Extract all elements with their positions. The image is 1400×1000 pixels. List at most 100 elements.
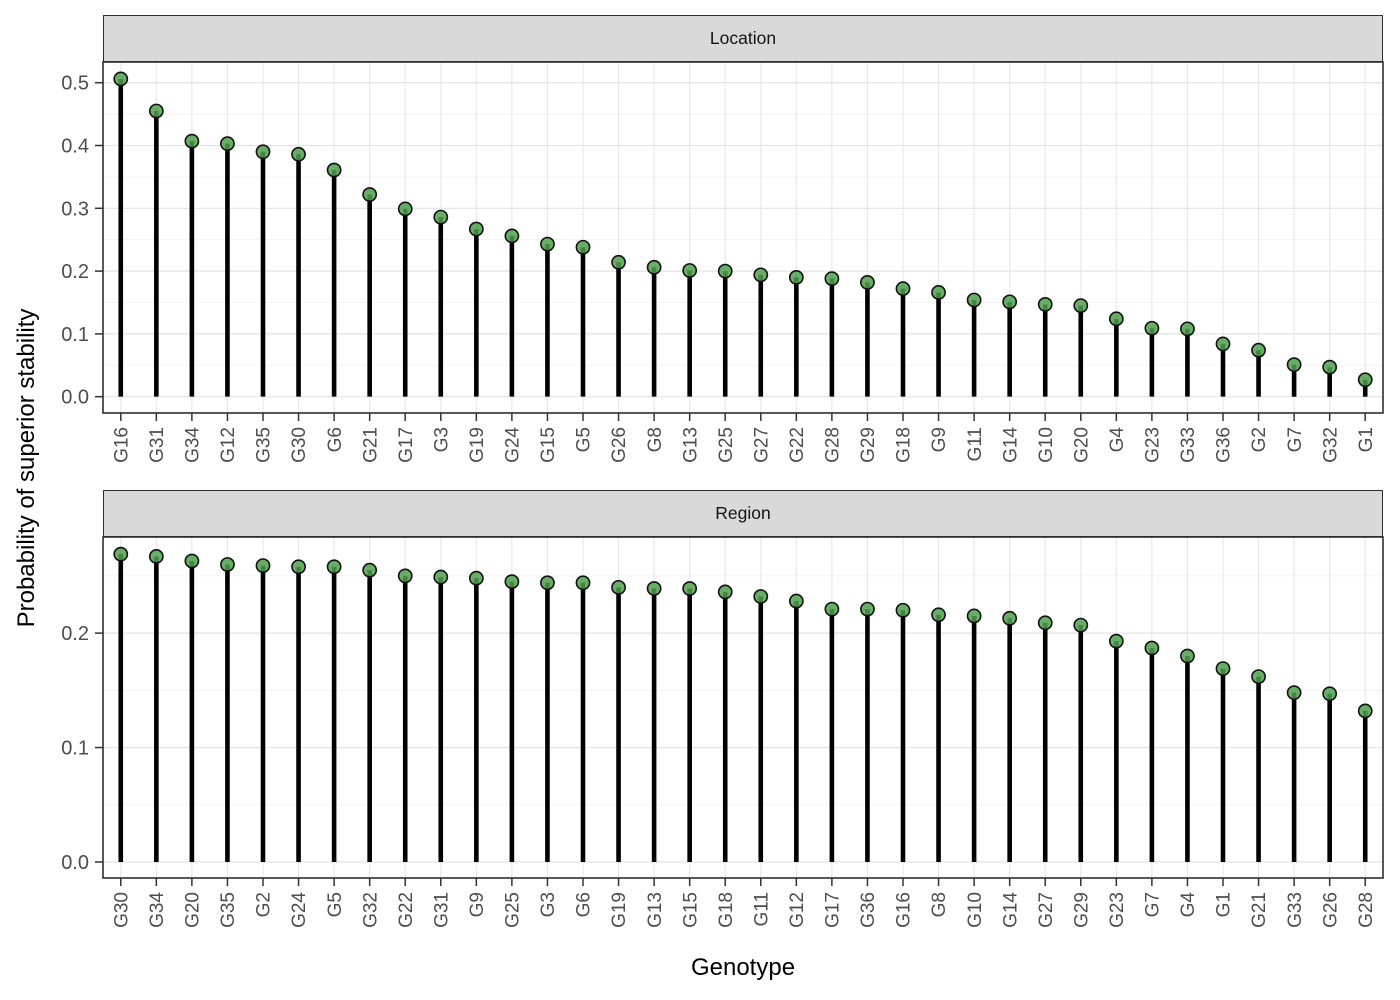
point-marker — [1251, 669, 1266, 685]
x-tick-label: G33 — [1285, 892, 1306, 928]
point-marker — [966, 292, 982, 308]
point-marker — [1073, 298, 1089, 314]
panel-border — [102, 536, 1384, 879]
y-tick-label: 0.1 — [61, 738, 89, 760]
point-marker — [575, 239, 591, 255]
x-tick-label: G7 — [1143, 892, 1164, 917]
x-tick-label: G14 — [1000, 892, 1021, 928]
point-marker — [1108, 633, 1124, 649]
x-tick-label: G32 — [360, 892, 381, 928]
x-tick-label: G8 — [929, 892, 950, 917]
point-marker — [540, 236, 555, 252]
x-tick-label: G13 — [680, 427, 701, 463]
x-tick-label: G21 — [360, 427, 381, 463]
x-tick-label: G35 — [218, 892, 239, 928]
point-marker — [1002, 610, 1018, 626]
x-tick-label: G18 — [716, 892, 737, 928]
point-marker — [291, 146, 306, 162]
y-tick-label: 0.5 — [61, 73, 89, 95]
point-marker — [1322, 359, 1338, 375]
point-marker — [1144, 640, 1160, 656]
point-marker — [540, 575, 555, 591]
x-tick-label: G22 — [396, 892, 417, 928]
x-tick-label: G25 — [716, 427, 737, 463]
y-axis-title: Probability of superior stability — [13, 308, 40, 628]
x-tick-label: G1 — [1214, 892, 1235, 917]
x-tick-label: G31 — [431, 892, 452, 928]
point-marker — [1215, 336, 1231, 352]
x-tick-label: G24 — [503, 427, 524, 463]
x-tick-label: G23 — [1143, 427, 1164, 463]
x-tick-label: G23 — [1107, 892, 1128, 928]
point-marker — [1180, 648, 1195, 664]
panel-strip-region-label: Region — [715, 503, 771, 523]
point-marker — [1073, 617, 1089, 633]
x-tick-label: G30 — [111, 892, 132, 928]
y-tick-label: 0.2 — [61, 261, 89, 283]
x-tick-label: G21 — [1249, 892, 1270, 928]
point-marker — [646, 259, 662, 275]
x-tick-label: G12 — [218, 427, 239, 463]
x-tick-label: G16 — [894, 892, 915, 928]
point-marker — [468, 221, 484, 237]
x-tick-label: G13 — [645, 892, 666, 928]
x-tick-label: G17 — [823, 892, 844, 928]
x-tick-label: G34 — [147, 892, 168, 928]
x-tick-label: G27 — [751, 427, 772, 463]
x-tick-label: G15 — [680, 892, 701, 928]
point-marker — [1357, 372, 1373, 388]
x-tick-label: G31 — [147, 427, 168, 463]
x-tick-label: G4 — [1107, 427, 1128, 453]
y-tick-label: 0.3 — [61, 198, 89, 220]
x-tick-label: G33 — [1178, 427, 1199, 463]
x-tick-label: G25 — [503, 892, 524, 928]
point-marker — [362, 187, 378, 202]
x-tick-label: G19 — [609, 892, 630, 928]
point-marker — [1286, 685, 1302, 701]
x-tick-label: G28 — [823, 427, 844, 463]
point-marker — [824, 601, 840, 617]
point-marker — [468, 570, 484, 586]
point-marker — [220, 136, 235, 152]
point-marker — [646, 581, 662, 596]
x-tick-label: G3 — [431, 427, 452, 452]
x-tick-label: G2 — [254, 892, 275, 917]
x-tick-label: G28 — [1356, 892, 1377, 928]
x-tick-label: G16 — [111, 427, 132, 463]
x-tick-label: G3 — [538, 892, 559, 917]
point-marker — [860, 601, 875, 617]
panel-strip-location: Location — [103, 15, 1383, 62]
point-marker — [1108, 311, 1124, 327]
x-tick-label: G10 — [1036, 427, 1057, 463]
x-tick-label: G11 — [751, 892, 772, 927]
point-marker — [148, 549, 164, 564]
point-marker — [1002, 294, 1018, 310]
panel-background — [103, 537, 1383, 878]
point-marker — [717, 263, 733, 279]
point-marker — [433, 209, 449, 225]
point-marker — [184, 553, 200, 569]
point-marker — [326, 162, 342, 178]
x-tick-label: G27 — [1036, 892, 1057, 928]
x-tick-label: G19 — [467, 427, 488, 463]
x-tick-label: G18 — [894, 427, 915, 463]
point-marker — [1286, 357, 1302, 373]
x-tick-label: G30 — [289, 427, 310, 463]
x-tick-label: G20 — [1071, 427, 1092, 463]
x-tick-label: G17 — [396, 427, 417, 463]
panel-border — [102, 61, 1384, 414]
point-marker — [397, 201, 413, 217]
point-marker — [291, 559, 306, 575]
y-tick-label: 0.2 — [61, 623, 89, 645]
y-tick-label: 0.1 — [61, 324, 89, 346]
x-tick-label: G36 — [858, 892, 879, 928]
x-tick-label: G36 — [1214, 427, 1235, 463]
point-marker — [113, 546, 129, 562]
x-tick-label: G12 — [787, 892, 808, 928]
point-marker — [1037, 296, 1053, 312]
point-marker — [788, 269, 804, 285]
point-marker — [397, 568, 413, 584]
y-tick-label: 0.0 — [61, 387, 89, 409]
x-tick-label: G4 — [1178, 892, 1199, 918]
